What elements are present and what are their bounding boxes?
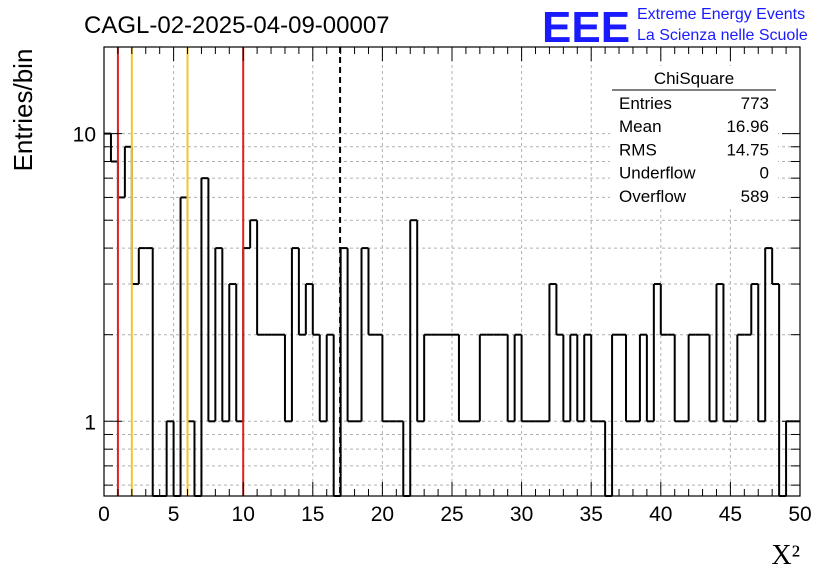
stats-value: 14.75 — [726, 140, 769, 159]
y-axis: 1 10 — [73, 46, 800, 486]
x-tick-label: 10 — [232, 503, 255, 526]
logo-mark: EEE — [542, 3, 630, 52]
x-tick-label: 15 — [301, 503, 324, 526]
x-tick-label: 30 — [510, 503, 533, 526]
stats-value: 0 — [760, 164, 769, 183]
threshold-lines — [116, 47, 342, 496]
stats-box: ChiSquare Entries 773 Mean 16.96 RMS 14.75 Und… — [610, 66, 778, 206]
stats-value: 589 — [741, 187, 769, 206]
x-tick-label: 50 — [788, 503, 811, 526]
x-tick-label: 35 — [580, 503, 603, 526]
x-tick-label: 0 — [98, 503, 110, 526]
chart-title: CAGL-02-2025-04-09-00007 — [84, 12, 390, 39]
x-tick-label: 25 — [440, 503, 463, 526]
logo-line-2: La Scienza nelle Scuole — [637, 27, 808, 44]
stats-value: 16.96 — [726, 117, 769, 136]
stats-label: Underflow — [619, 164, 696, 183]
y-tick-label: 1 — [84, 411, 96, 434]
x-axis-title: X² — [771, 540, 800, 571]
y-tick-label: 10 — [73, 124, 96, 147]
stats-rows: Entries 773 Mean 16.96 RMS 14.75 Underflow 0 Ove… — [619, 94, 769, 206]
stats-label: Mean — [619, 117, 662, 136]
stats-name: ChiSquare — [654, 69, 734, 88]
logo-line-1: Extreme Energy Events — [637, 6, 805, 23]
eee-logo: EEE Extreme Energy Events La Scienza nel… — [542, 3, 808, 52]
y-axis-title: Entries/bin — [8, 49, 38, 172]
stats-value: 773 — [741, 94, 769, 113]
x-axis: 0 5 10 15 20 25 30 35 40 45 50 — [98, 47, 812, 526]
stats-label: RMS — [619, 140, 657, 159]
stats-box-background — [610, 66, 778, 206]
x-tick-label: 5 — [168, 503, 180, 526]
stats-label: Entries — [619, 94, 672, 113]
x-tick-label: 40 — [649, 503, 672, 526]
x-tick-label: 20 — [371, 503, 394, 526]
x-tick-label: 45 — [719, 503, 742, 526]
stats-label: Overflow — [619, 187, 687, 206]
